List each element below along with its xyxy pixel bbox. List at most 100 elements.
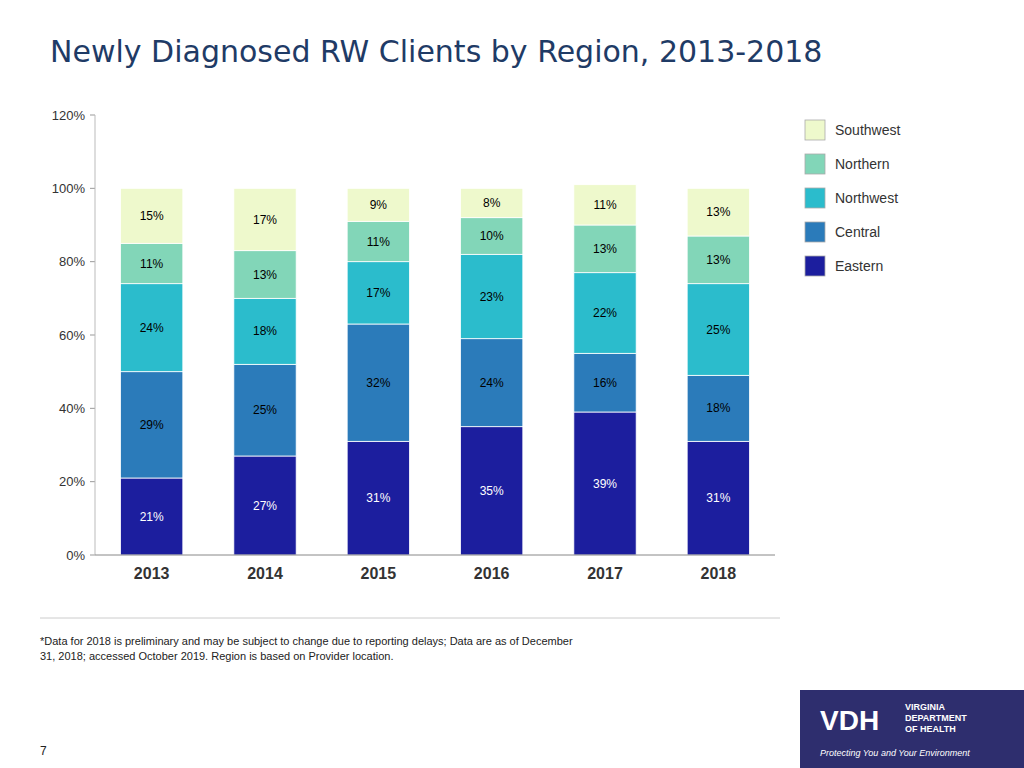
footer-rule bbox=[40, 618, 780, 619]
bar-segment bbox=[574, 273, 636, 354]
y-tick bbox=[90, 481, 95, 482]
x-tick-label: 2015 bbox=[361, 565, 397, 582]
data-label: 11% bbox=[367, 235, 390, 249]
background bbox=[0, 0, 1024, 768]
y-tick-label: 80% bbox=[59, 254, 85, 269]
x-axis: 2013 2014 2015 2016 2017 2018 bbox=[95, 555, 775, 582]
legend-swatch bbox=[805, 222, 825, 242]
data-label: 13% bbox=[706, 253, 730, 267]
bar-segment bbox=[347, 324, 409, 441]
y-axis-line bbox=[95, 115, 96, 555]
bar-segment bbox=[234, 188, 296, 250]
legend-swatch bbox=[805, 154, 825, 174]
title: Newly Diagnosed RW Clients by Region, 20… bbox=[50, 34, 822, 69]
data-label: 31% bbox=[706, 491, 730, 505]
bar-segment bbox=[687, 284, 749, 376]
bar-segment bbox=[574, 225, 636, 273]
data-labels: 21%27%31%35%39%31%29%25%32%24%16%18%24%1… bbox=[140, 196, 731, 524]
bar-segment bbox=[687, 375, 749, 441]
chart-svg: Newly Diagnosed RW Clients by Region, 20… bbox=[0, 0, 1024, 768]
data-label: 16% bbox=[593, 376, 617, 390]
data-label: 13% bbox=[253, 268, 277, 282]
data-label: 35% bbox=[480, 484, 504, 498]
data-label: 15% bbox=[140, 209, 164, 223]
data-label: 17% bbox=[366, 286, 390, 300]
bar-segment bbox=[234, 456, 296, 555]
logo-subtext: OF HEALTH bbox=[905, 724, 956, 734]
data-label: 11% bbox=[593, 198, 616, 212]
data-label: 11% bbox=[140, 257, 163, 271]
data-label: 8% bbox=[483, 196, 501, 210]
data-label: 10% bbox=[480, 229, 504, 243]
y-tick bbox=[90, 555, 95, 556]
x-tick-label: 2017 bbox=[587, 565, 623, 582]
data-label: 24% bbox=[140, 321, 164, 335]
bar-segment bbox=[347, 188, 409, 221]
y-axis: 0%20%40%60%80%100%120% bbox=[52, 108, 95, 563]
x-tick-label: 2013 bbox=[134, 565, 170, 582]
bar-segment bbox=[461, 427, 523, 555]
data-label: 39% bbox=[593, 477, 617, 491]
data-label: 18% bbox=[706, 401, 730, 415]
data-label: 13% bbox=[593, 242, 617, 256]
logo-text: VDH bbox=[820, 705, 879, 736]
bar-segment bbox=[347, 262, 409, 324]
data-label: 24% bbox=[480, 376, 504, 390]
bar-segment bbox=[121, 284, 183, 372]
y-tick bbox=[90, 115, 95, 116]
data-label: 21% bbox=[140, 510, 164, 524]
logo: VDHVIRGINIADEPARTMENTOF HEALTHProtecting… bbox=[800, 690, 1024, 768]
legend-label: Northwest bbox=[835, 190, 898, 206]
bar-segment bbox=[347, 221, 409, 261]
bar-segment bbox=[234, 298, 296, 364]
footer: *Data for 2018 is preliminary and may be… bbox=[40, 618, 1024, 768]
bar-segment bbox=[687, 188, 749, 236]
x-tick-label: 2016 bbox=[474, 565, 510, 582]
bar-segment bbox=[574, 353, 636, 412]
y-tick bbox=[90, 261, 95, 262]
bar-segment bbox=[687, 236, 749, 284]
data-label: 25% bbox=[253, 403, 277, 417]
legend-label: Northern bbox=[835, 156, 889, 172]
x-axis-line bbox=[95, 555, 775, 556]
y-tick-label: 20% bbox=[59, 474, 85, 489]
data-label: 31% bbox=[366, 491, 390, 505]
bar-segment bbox=[461, 218, 523, 255]
bar-segment bbox=[461, 254, 523, 338]
bar-segment bbox=[234, 251, 296, 299]
data-label: 13% bbox=[706, 205, 730, 219]
bars bbox=[121, 185, 750, 555]
logo-box bbox=[800, 690, 1024, 768]
page-number: 7 bbox=[40, 744, 47, 758]
y-tick bbox=[90, 408, 95, 409]
bar-segment bbox=[121, 243, 183, 283]
y-tick-label: 120% bbox=[52, 108, 86, 123]
y-tick-label: 100% bbox=[52, 181, 86, 196]
x-tick-label: 2014 bbox=[247, 565, 283, 582]
legend-label: Southwest bbox=[835, 122, 900, 138]
bar-segment bbox=[121, 188, 183, 243]
bar-segment bbox=[347, 441, 409, 555]
legend-swatch bbox=[805, 188, 825, 208]
data-label: 25% bbox=[706, 323, 730, 337]
bar-segment bbox=[461, 339, 523, 427]
y-tick bbox=[90, 335, 95, 336]
bar-segment bbox=[121, 478, 183, 555]
legend-label: Eastern bbox=[835, 258, 883, 274]
logo-tagline: Protecting You and Your Environment bbox=[820, 748, 970, 758]
y-tick-label: 0% bbox=[66, 548, 85, 563]
bar-segment bbox=[234, 364, 296, 456]
data-label: 23% bbox=[480, 290, 504, 304]
bar-segment bbox=[574, 185, 636, 225]
legend-swatch bbox=[805, 120, 825, 140]
y-tick-label: 40% bbox=[59, 401, 85, 416]
legend-swatch bbox=[805, 256, 825, 276]
data-label: 29% bbox=[140, 418, 164, 432]
data-label: 17% bbox=[253, 213, 277, 227]
data-label: 9% bbox=[370, 198, 388, 212]
chart-container: Newly Diagnosed RW Clients by Region, 20… bbox=[0, 0, 1024, 768]
logo-subtext: DEPARTMENT bbox=[905, 713, 967, 723]
legend-label: Central bbox=[835, 224, 880, 240]
x-tick-label: 2018 bbox=[701, 565, 737, 582]
bar-segment bbox=[461, 188, 523, 217]
